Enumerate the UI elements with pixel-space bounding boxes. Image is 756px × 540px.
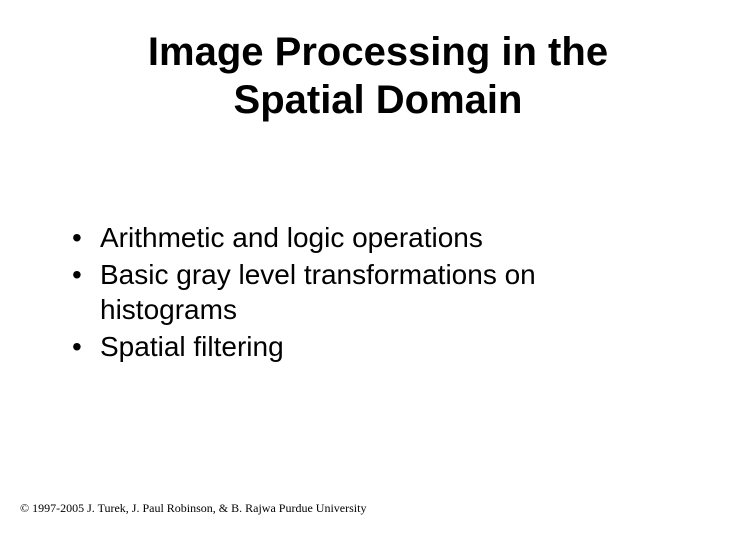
list-item: Basic gray level transformations on hist… bbox=[72, 257, 708, 327]
list-item: Arithmetic and logic operations bbox=[72, 220, 708, 255]
bullet-text-line2: histograms bbox=[100, 294, 237, 325]
title-line-2: Spatial Domain bbox=[234, 78, 523, 122]
title-line-1: Image Processing in the bbox=[148, 30, 608, 74]
slide-title: Image Processing in the Spatial Domain bbox=[48, 28, 708, 124]
bullet-text-line1: Basic gray level transformations on bbox=[100, 259, 536, 290]
bullet-list: Arithmetic and logic operations Basic gr… bbox=[48, 220, 708, 364]
bullet-text: Arithmetic and logic operations bbox=[100, 222, 483, 253]
bullet-text: Spatial filtering bbox=[100, 331, 284, 362]
slide-container: Image Processing in the Spatial Domain A… bbox=[0, 0, 756, 540]
list-item: Spatial filtering bbox=[72, 329, 708, 364]
copyright-footer: © 1997-2005 J. Turek, J. Paul Robinson, … bbox=[20, 501, 366, 516]
